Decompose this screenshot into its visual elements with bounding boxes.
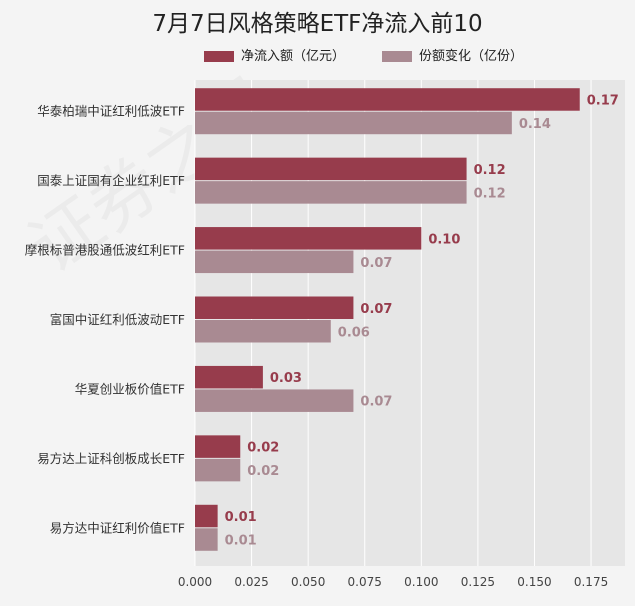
data-label: 0.01 [225,510,257,525]
bar-share-change [195,111,512,135]
x-tick-label: 0.150 [517,575,551,589]
bar-share-change [195,181,467,204]
data-label: 0.10 [428,232,460,247]
bar-share-change [195,458,241,482]
x-tick-label: 0.100 [404,575,438,589]
category-label: 华泰柏瑞中证红利低波ETF [37,104,185,119]
data-label: 0.07 [360,256,392,271]
data-label: 0.07 [360,395,392,410]
chart-title: 7月7日风格策略ETF净流入前10 [152,11,483,37]
bar-inflow [195,296,354,319]
data-label: 0.12 [474,186,506,201]
data-label: 0.06 [338,325,370,340]
legend: 净流入额（亿元） 份额变化（亿份） [0,49,635,67]
data-label: 0.12 [474,163,506,178]
legend-label-inflow: 净流入额（亿元） [241,49,346,64]
category-label: 易方达中证红利价值ETF [50,520,185,535]
category-label: 富国中证红利低波动ETF [50,312,185,327]
category-label: 华夏创业板价值ETF [75,381,185,396]
legend-swatch-inflow [204,51,234,62]
data-label: 0.03 [270,371,302,386]
data-label: 0.02 [247,464,279,479]
x-tick-label: 0.025 [234,575,268,589]
bar-inflow [195,227,422,250]
data-label: 0.01 [225,534,257,549]
bar-inflow [195,504,218,528]
legend-swatch-share-change [382,51,412,62]
category-label: 国泰上证国有企业红利ETF [37,173,185,188]
x-tick-label: 0.050 [291,575,325,589]
bar-inflow [195,157,467,181]
bar-share-change [195,320,331,343]
x-tick-label: 0.125 [461,575,495,589]
x-tick-label: 0.175 [574,575,608,589]
x-tick-label: 0.075 [348,575,382,589]
bar-inflow [195,365,263,389]
data-label: 0.14 [519,117,551,132]
category-label: 摩根标普港股通低波红利ETF [25,243,185,258]
bar-inflow [195,435,241,458]
data-label: 0.07 [360,302,392,317]
data-label: 0.02 [247,441,279,456]
category-label: 易方达上证科创板成长ETF [37,451,185,466]
x-tick-label: 0.000 [178,575,212,589]
bar-share-change [195,250,354,274]
legend-label-share-change: 份额变化（亿份） [419,49,524,64]
bar-share-change [195,528,218,551]
bar-share-change [195,389,354,412]
data-label: 0.17 [587,93,619,108]
bar-inflow [195,88,580,111]
